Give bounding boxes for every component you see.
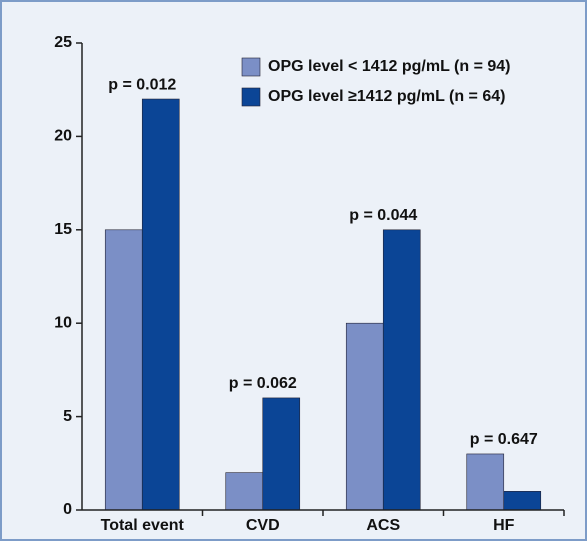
legend-label: OPG level < 1412 pg/mL (n = 94) bbox=[268, 58, 510, 75]
x-tick-label: HF bbox=[493, 517, 515, 534]
legend-swatch bbox=[241, 87, 261, 107]
bar bbox=[466, 453, 505, 511]
bar bbox=[262, 397, 301, 511]
y-tick-label: 5 bbox=[63, 408, 72, 425]
legend-label: OPG level ≥1412 pg/mL (n = 64) bbox=[268, 88, 505, 105]
bar bbox=[345, 322, 384, 511]
y-tick-label: 0 bbox=[63, 501, 72, 518]
x-tick-label: ACS bbox=[366, 517, 400, 534]
y-tick-label: 10 bbox=[54, 314, 72, 331]
bar bbox=[503, 491, 542, 511]
annotation: p = 0.044 bbox=[349, 207, 417, 224]
x-tick-label: CVD bbox=[246, 517, 280, 534]
annotation: p = 0.647 bbox=[470, 431, 538, 448]
x-tick-label: Total event bbox=[101, 517, 185, 534]
bar bbox=[382, 229, 421, 511]
annotation: p = 0.062 bbox=[229, 375, 297, 392]
y-tick-label: 25 bbox=[54, 34, 72, 51]
bar bbox=[141, 98, 180, 511]
bar bbox=[225, 472, 264, 511]
legend-swatch bbox=[241, 57, 261, 77]
annotation: p = 0.012 bbox=[108, 76, 176, 93]
bar bbox=[104, 229, 143, 511]
y-tick-label: 20 bbox=[54, 128, 72, 145]
y-tick-label: 15 bbox=[54, 221, 72, 238]
